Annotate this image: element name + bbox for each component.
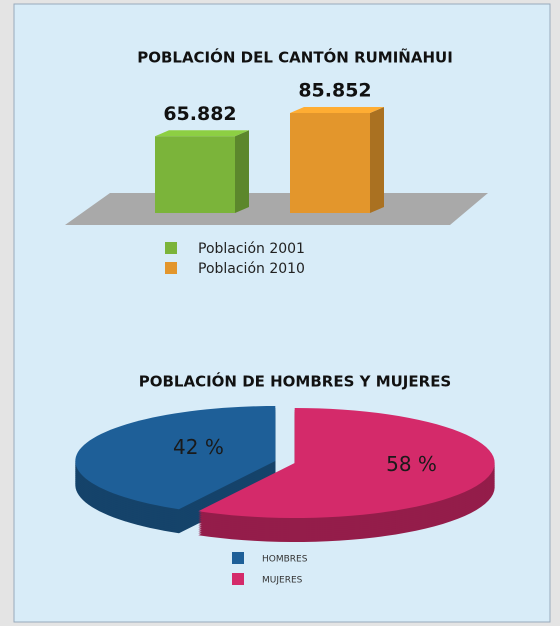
legend-swatch bbox=[165, 242, 177, 254]
bar bbox=[290, 113, 370, 213]
legend-label: Población 2001 bbox=[198, 241, 305, 257]
legend-swatch bbox=[165, 262, 177, 274]
slice bbox=[75, 406, 276, 510]
bar-side bbox=[370, 107, 384, 213]
bar bbox=[155, 136, 235, 213]
legend-label: Población 2010 bbox=[198, 261, 305, 277]
slice bbox=[198, 407, 495, 518]
legend-swatch bbox=[232, 552, 244, 564]
bar-side bbox=[235, 130, 249, 213]
legend-label: HOMBRES bbox=[262, 555, 308, 565]
bar-top bbox=[155, 130, 249, 137]
legend-swatch bbox=[232, 573, 244, 585]
value-label: 65.882 bbox=[163, 103, 236, 125]
value-label: 58 % bbox=[386, 452, 437, 476]
bar-top bbox=[290, 107, 384, 113]
value-label: 42 % bbox=[173, 435, 224, 459]
legend-label: MUJERES bbox=[262, 576, 303, 586]
bar-title: POBLACIÓN DEL CANTÓN RUMIÑAHUI bbox=[137, 48, 453, 67]
pie-title: POBLACIÓN DE HOMBRES Y MUJERES bbox=[139, 372, 452, 391]
value-label: 85.852 bbox=[298, 80, 371, 102]
bar-floor bbox=[65, 193, 488, 225]
